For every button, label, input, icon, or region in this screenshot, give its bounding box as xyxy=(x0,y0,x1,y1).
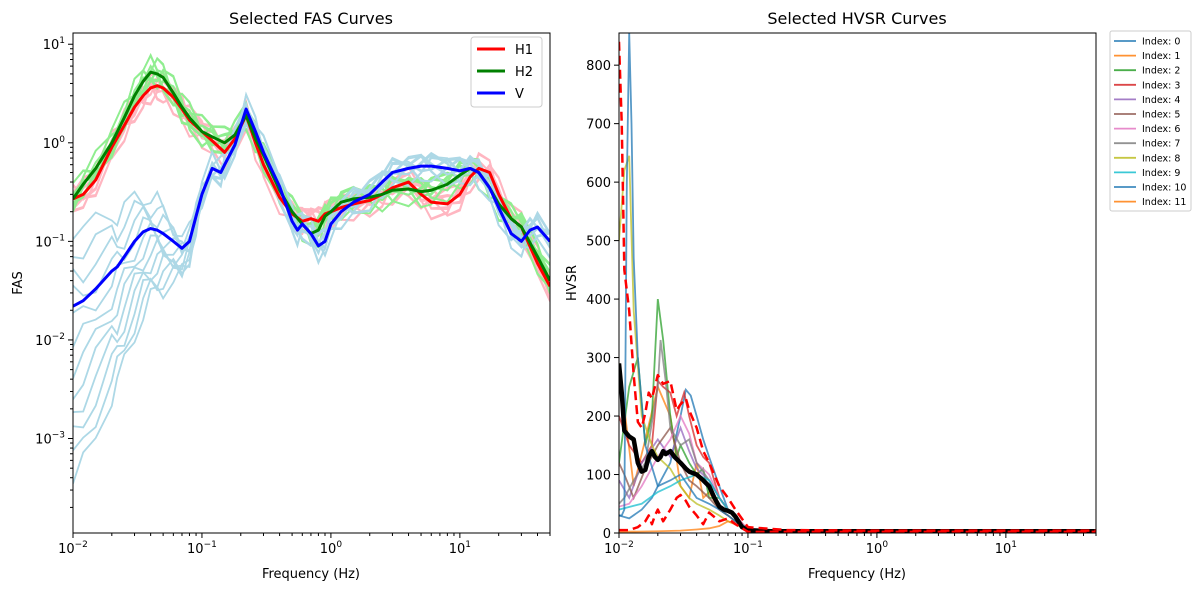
hvsr-legend-label: Index: 10 xyxy=(1142,183,1186,194)
fas-x-tick-label: 10−2 xyxy=(58,540,88,557)
fas-y-tick-label: 10−2 xyxy=(35,332,65,349)
hvsr-upper-curve xyxy=(619,41,1096,532)
hvsr-y-tick-label: 700 xyxy=(586,118,611,133)
hvsr-x-label: Frequency (Hz) xyxy=(808,567,906,582)
fas-x-tick-label: 10−1 xyxy=(187,540,217,557)
hvsr-y-tick-label: 500 xyxy=(586,235,611,250)
fas-panel: Selected FAS Curves 10−2 10−1 100 101 10−3 10… xyxy=(11,9,551,582)
hvsr-legend-label: Index: 7 xyxy=(1142,139,1180,150)
fas-axes-frame xyxy=(72,32,551,534)
hvsr-y-tick-label: 600 xyxy=(586,176,611,191)
legend-v-label: V xyxy=(515,87,524,102)
hvsr-legend-label: Index: 6 xyxy=(1142,124,1180,135)
fas-x-label: Frequency (Hz) xyxy=(262,567,360,582)
hvsr-x-tick-label: 100 xyxy=(866,540,889,557)
fas-mean-curve-v xyxy=(73,107,550,308)
hvsr-legend-label: Index: 0 xyxy=(1142,37,1180,48)
legend-h2-label: H2 xyxy=(515,65,533,80)
hvsr-legend-label: Index: 11 xyxy=(1142,197,1186,208)
hvsr-y-tick-label: 100 xyxy=(586,469,611,484)
legend-h1-label: H1 xyxy=(515,43,533,58)
hvsr-y-tick-label: 400 xyxy=(586,293,611,308)
fas-y-tick-label: 100 xyxy=(43,135,66,152)
hvsr-legend: Index: 0 Index: 1 Index: 2 Index: 3 Index: 4… xyxy=(1109,30,1192,212)
fas-title: Selected FAS Curves xyxy=(229,9,393,28)
hvsr-lower-curve xyxy=(619,493,1096,533)
hvsr-legend-label: Index: 5 xyxy=(1142,110,1180,121)
hvsr-axes-frame xyxy=(618,32,1097,534)
fas-y-tick-label: 10−1 xyxy=(35,233,65,250)
hvsr-x-tick-label: 10−2 xyxy=(604,540,634,557)
fas-y-tick-label: 10−3 xyxy=(35,431,65,448)
fas-x-tick-label: 100 xyxy=(320,540,343,557)
fas-individual-curve-v-6 xyxy=(73,101,550,348)
hvsr-legend-label: Index: 4 xyxy=(1142,95,1180,106)
hvsr-x-tick-label: 10−1 xyxy=(733,540,763,557)
fas-y-tick-label: 101 xyxy=(43,36,65,53)
fas-mean-curve-h1 xyxy=(73,84,550,288)
hvsr-y-tick-label: 0 xyxy=(603,527,611,542)
fas-individual-curve-v-10 xyxy=(73,116,550,260)
fas-legend: H1 H2 V xyxy=(470,36,543,108)
hvsr-legend-label: Index: 1 xyxy=(1142,51,1180,62)
hvsr-x-tick-label: 101 xyxy=(995,540,1017,557)
hvsr-y-tick-label: 200 xyxy=(586,410,611,425)
hvsr-y-label: HVSR xyxy=(565,265,580,301)
hvsr-legend-label: Index: 8 xyxy=(1142,153,1180,164)
hvsr-y-tick-label: 300 xyxy=(586,352,611,367)
fas-y-label: FAS xyxy=(11,271,26,294)
hvsr-legend-label: Index: 9 xyxy=(1142,168,1180,179)
hvsr-title: Selected HVSR Curves xyxy=(767,9,946,28)
hvsr-legend-label: Index: 3 xyxy=(1142,80,1180,91)
hvsr-y-tick-label: 800 xyxy=(586,59,611,74)
hvsr-legend-label: Index: 2 xyxy=(1142,66,1180,77)
fas-x-tick-label: 101 xyxy=(449,540,471,557)
hvsr-panel: Selected HVSR Curves 10−2 10−1 100 101 0 100 2… xyxy=(565,9,1192,582)
